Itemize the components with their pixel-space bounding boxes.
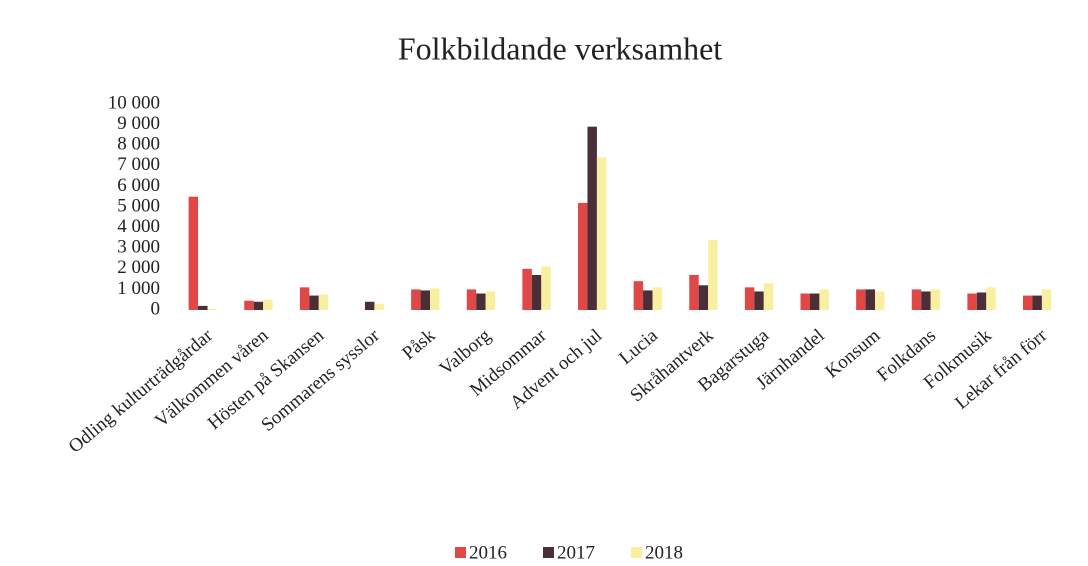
bar [466,289,477,310]
bar [1032,295,1042,310]
bar [485,291,496,310]
legend-label: 2016 [469,542,507,563]
bar [531,274,542,310]
y-tick-label: 2 000 [117,257,160,278]
bar [244,300,254,310]
y-tick-label: 10 000 [108,92,160,113]
bar [763,283,774,310]
bar [596,157,607,310]
bar [976,292,987,310]
bar [800,293,810,310]
bar [522,268,532,310]
y-tick-label: 9 000 [117,113,160,134]
bar [364,301,375,310]
bar [299,287,310,310]
y-tick-label: 1 000 [117,278,160,299]
legend-swatch [631,547,642,558]
x-tick-label: Konsum [821,325,884,383]
y-tick-label: 5 000 [117,195,160,216]
bar [652,287,662,310]
bar [578,202,588,310]
y-tick-label: 7 000 [117,154,160,175]
bar [689,274,699,310]
bar [587,126,597,310]
bar [911,289,922,310]
bar [318,294,329,310]
bar [430,288,440,310]
bar [875,291,885,310]
bar [198,305,208,310]
bar [633,281,644,310]
bar [744,287,755,310]
y-tick-label: 3 000 [117,237,160,258]
bar [263,299,273,310]
bar [698,285,709,310]
bar [643,290,653,310]
bar [865,289,876,310]
bar [930,289,941,310]
bar [411,289,421,310]
bar [754,291,764,310]
bar [541,266,551,310]
legend-swatch [455,547,466,558]
y-tick-label: 6 000 [117,175,160,196]
chart-title: Folkbildande verksamhet [398,30,722,66]
bar [921,291,931,310]
bar [476,293,486,310]
y-tick-label: 8 000 [117,134,160,155]
y-tick-label: 4 000 [117,216,160,237]
legend-label: 2017 [557,542,595,563]
y-tick-label: 0 [151,298,161,319]
bar [420,290,431,310]
bar [986,287,996,310]
bar [708,239,718,310]
bar [819,289,829,310]
bar [967,293,977,310]
bar [1023,295,1033,310]
bar [188,196,199,310]
legend-label: 2018 [645,542,683,563]
bar [1041,289,1052,310]
x-tick-label: Lucia [615,325,662,369]
bar [856,289,866,310]
bar [207,308,217,310]
bar [253,301,264,310]
bar [374,303,384,310]
x-tick-label: Påsk [398,325,439,364]
bar [309,295,319,310]
bar [809,293,820,310]
legend-swatch [543,547,554,558]
